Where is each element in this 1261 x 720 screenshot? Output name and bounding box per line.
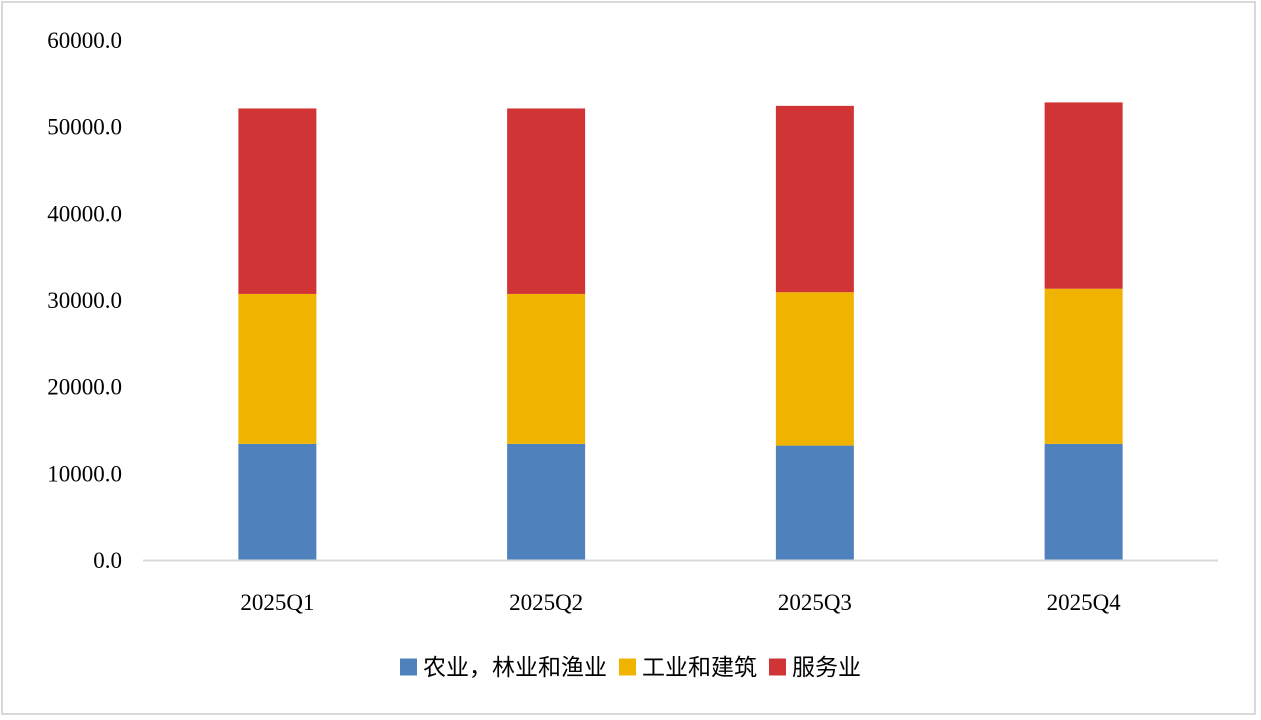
x-tick-label: 2025Q4 [1047, 590, 1122, 615]
y-tick-label: 10000.0 [47, 461, 122, 486]
y-tick-label: 0.0 [93, 548, 122, 573]
bar-segment [1044, 443, 1123, 560]
bar-segment [507, 293, 586, 444]
bar-segment [775, 445, 854, 560]
legend-item: 农业，林业和渔业 [400, 655, 607, 681]
x-axis-ticks: 2025Q1 2025Q2 2025Q3 2025Q4 [240, 590, 1121, 615]
bar-segment [507, 443, 586, 560]
bar-stack [1044, 102, 1123, 560]
legend-swatch [400, 658, 417, 676]
bar-segment [775, 105, 854, 293]
x-tick-label: 2025Q2 [509, 590, 583, 615]
bar-segment [238, 108, 317, 294]
y-tick-label: 60000.0 [47, 28, 122, 53]
bar-stack [507, 108, 586, 560]
bar-stack [238, 108, 317, 560]
x-tick-label: 2025Q1 [240, 590, 314, 615]
bar-segment [1044, 288, 1123, 444]
y-tick-label: 20000.0 [47, 375, 122, 400]
legend-item: 工业和建筑 [619, 655, 757, 681]
bar-segment [775, 292, 854, 446]
bar-stack [775, 105, 854, 560]
bar-segment [507, 108, 586, 294]
legend-label: 农业，林业和渔业 [423, 655, 607, 681]
y-tick-label: 50000.0 [47, 115, 122, 140]
legend-swatch [619, 658, 636, 676]
y-axis-ticks: 0.0 10000.0 20000.0 30000.0 40000.0 50000.0 60… [47, 28, 122, 573]
legend-swatch [769, 658, 786, 676]
bar-segment [1044, 102, 1123, 289]
bar-segment [238, 293, 317, 444]
legend-item: 服务业 [769, 655, 861, 681]
bar-segment [238, 443, 317, 560]
legend-label: 工业和建筑 [642, 655, 757, 681]
y-tick-label: 40000.0 [47, 201, 122, 226]
legend-label: 服务业 [792, 655, 861, 681]
x-tick-label: 2025Q3 [778, 590, 852, 615]
legend: 农业，林业和渔业 工业和建筑 服务业 [400, 655, 861, 681]
bar-stacks [238, 102, 1123, 560]
y-tick-label: 30000.0 [47, 288, 122, 313]
